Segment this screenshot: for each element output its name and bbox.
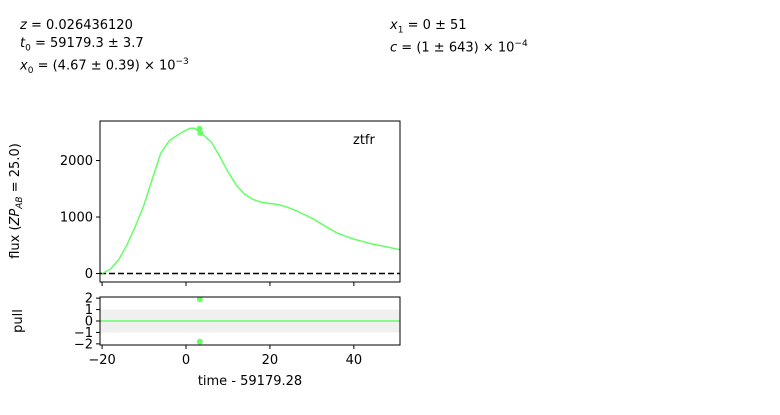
pull-y-tick-label: 0 bbox=[85, 315, 93, 330]
pull-y-tick-label: −2 bbox=[74, 337, 93, 352]
x-axis-label: time - 59179.28 bbox=[198, 374, 302, 389]
pull-y-tick-label: 2 bbox=[85, 292, 93, 307]
param-x1-value: 0 ± 51 bbox=[422, 18, 467, 33]
band-label: ztfr bbox=[353, 133, 375, 148]
flux-data-point bbox=[197, 129, 204, 136]
x-tick-label: 20 bbox=[262, 353, 279, 368]
x-tick-label: 40 bbox=[346, 353, 363, 368]
param-x0-exponent: −3 bbox=[175, 57, 189, 67]
param-x0-value: (4.67 ± 0.39) bbox=[52, 58, 140, 74]
pull-y-tick-label: 1 bbox=[85, 303, 93, 318]
pull-data-point bbox=[196, 338, 203, 345]
pull-y-tick-label: −1 bbox=[74, 326, 93, 341]
flux-axes-frame bbox=[99, 120, 401, 283]
flux-panel: 0 1000 2000 ztfr flux (ZPAB = 25.0) bbox=[8, 120, 401, 286]
pull-data-point bbox=[196, 297, 203, 303]
x-tick-label: −20 bbox=[88, 353, 115, 368]
param-x0: x0 = (4.67 ± 0.39) × 10−3 bbox=[20, 57, 189, 76]
flux-y-tick-label: 1000 bbox=[60, 211, 93, 226]
param-t0: t0 = 59179.3 ± 3.7 bbox=[20, 36, 144, 54]
param-c: c = (1 ± 643) × 10−4 bbox=[390, 39, 528, 56]
flux-y-tick-label: 2000 bbox=[60, 154, 93, 169]
pull-y-axis-label: pull bbox=[11, 309, 26, 333]
param-t0-value: 59179.3 ± 3.7 bbox=[50, 36, 144, 51]
param-z-value: 0.026436120 bbox=[46, 18, 133, 33]
flux-y-tick-label: 0 bbox=[85, 267, 93, 282]
x-tick-label: 0 bbox=[182, 353, 190, 368]
param-c-value: (1 ± 643) bbox=[416, 40, 479, 56]
flux-model-curve bbox=[101, 127, 400, 275]
param-c-exponent: −4 bbox=[514, 39, 528, 49]
param-z: z = 0.026436120 bbox=[20, 18, 133, 33]
param-x1: x1 = 0 ± 51 bbox=[390, 18, 467, 36]
flux-y-axis-label: flux (ZPAB = 25.0) bbox=[8, 143, 25, 259]
pull-panel: −20 0 20 40 210−1−2 pull time - 59179.28 bbox=[11, 292, 401, 389]
